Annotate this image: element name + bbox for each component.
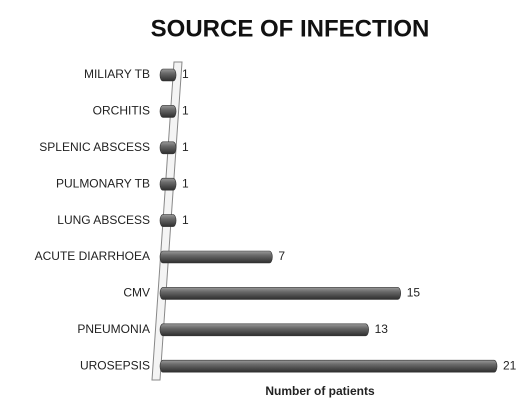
data-label: 1 — [182, 176, 189, 190]
y-tick-label: UROSEPSIS — [80, 358, 150, 372]
bar — [159, 105, 177, 118]
bar — [159, 287, 402, 300]
data-label: 1 — [182, 213, 189, 227]
bar — [159, 250, 273, 264]
bar — [159, 359, 498, 373]
data-label: 15 — [407, 286, 421, 300]
y-tick-label: PNEUMONIA — [77, 322, 150, 336]
y-tick-label: ACUTE DIARRHOEA — [35, 249, 150, 263]
bar — [159, 323, 369, 337]
data-label: 1 — [182, 104, 189, 118]
y-tick-label: LUNG ABSCESS — [57, 213, 150, 227]
data-label: 1 — [182, 67, 189, 81]
bar — [159, 177, 177, 191]
data-label: 21 — [503, 358, 517, 372]
y-tick-label: ORCHITIS — [93, 104, 150, 118]
y-tick-label: MILIARY TB — [84, 67, 150, 81]
bar — [159, 141, 177, 155]
y-tick-label: SPLENIC ABSCESS — [39, 140, 150, 154]
y-tick-label: CMV — [123, 286, 150, 300]
data-label: 7 — [278, 249, 285, 263]
x-axis-title: Number of patients — [265, 384, 375, 398]
chart-title: SOURCE OF INFECTION — [151, 15, 430, 42]
y-tick-label: PULMONARY TB — [56, 176, 150, 190]
bar — [159, 68, 177, 82]
data-label: 13 — [375, 322, 389, 336]
data-label: 1 — [182, 140, 189, 154]
bar — [159, 214, 177, 227]
